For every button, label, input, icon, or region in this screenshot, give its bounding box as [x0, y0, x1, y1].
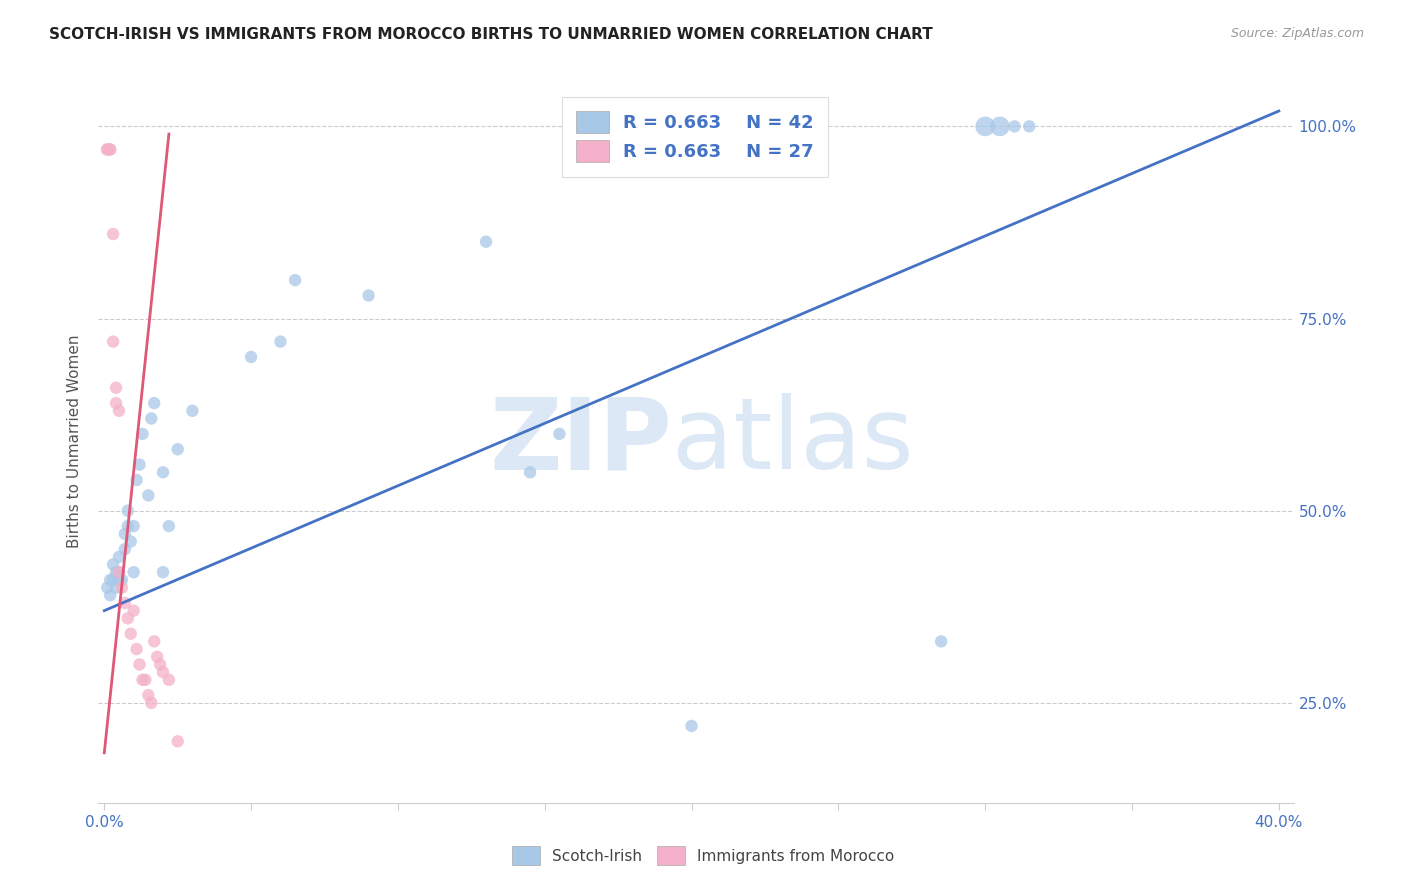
Point — [117, 504, 139, 518]
Point — [98, 573, 121, 587]
Point — [1018, 120, 1040, 134]
Point — [117, 519, 139, 533]
Point — [105, 396, 128, 410]
Point — [108, 573, 131, 587]
Point — [108, 404, 131, 418]
Legend: Scotch-Irish, Immigrants from Morocco: Scotch-Irish, Immigrants from Morocco — [506, 840, 900, 871]
Point — [1004, 120, 1026, 134]
Point — [548, 426, 571, 441]
Point — [357, 288, 380, 302]
Point — [120, 534, 142, 549]
Y-axis label: Births to Unmarried Women: Births to Unmarried Women — [67, 334, 83, 549]
Point — [96, 143, 118, 157]
Text: SCOTCH-IRISH VS IMMIGRANTS FROM MOROCCO BIRTHS TO UNMARRIED WOMEN CORRELATION CH: SCOTCH-IRISH VS IMMIGRANTS FROM MOROCCO … — [49, 27, 934, 42]
Point — [143, 634, 166, 648]
Point — [125, 642, 148, 657]
Point — [101, 334, 124, 349]
Point — [138, 488, 160, 502]
Point — [108, 565, 131, 579]
Point — [101, 558, 124, 572]
Point — [131, 426, 153, 441]
Point — [105, 581, 128, 595]
Point — [111, 573, 134, 587]
Point — [157, 519, 180, 533]
Point — [105, 381, 128, 395]
Text: ZIP: ZIP — [489, 393, 672, 490]
Point — [114, 542, 136, 557]
Point — [111, 581, 134, 595]
Legend: R = 0.663    N = 42, R = 0.663    N = 27: R = 0.663 N = 42, R = 0.663 N = 27 — [561, 96, 828, 177]
Point — [181, 404, 204, 418]
Point — [122, 604, 145, 618]
Point — [152, 565, 174, 579]
Point — [152, 665, 174, 680]
Point — [108, 565, 131, 579]
Point — [681, 719, 703, 733]
Point — [101, 227, 124, 241]
Point — [141, 696, 163, 710]
Point — [143, 396, 166, 410]
Point — [122, 565, 145, 579]
Point — [131, 673, 153, 687]
Point — [141, 411, 163, 425]
Point — [166, 734, 188, 748]
Point — [519, 465, 541, 479]
Point — [166, 442, 188, 457]
Point — [122, 519, 145, 533]
Point — [96, 581, 118, 595]
Point — [240, 350, 263, 364]
Point — [284, 273, 307, 287]
Point — [114, 596, 136, 610]
Point — [146, 649, 169, 664]
Point — [120, 626, 142, 640]
Point — [108, 549, 131, 564]
Point — [96, 143, 118, 157]
Point — [128, 657, 150, 672]
Point — [128, 458, 150, 472]
Point — [98, 143, 121, 157]
Point — [114, 526, 136, 541]
Text: Source: ZipAtlas.com: Source: ZipAtlas.com — [1230, 27, 1364, 40]
Point — [269, 334, 291, 349]
Point — [101, 573, 124, 587]
Point — [117, 611, 139, 625]
Point — [988, 120, 1011, 134]
Point — [98, 143, 121, 157]
Point — [974, 120, 997, 134]
Point — [98, 588, 121, 602]
Point — [152, 465, 174, 479]
Point — [149, 657, 172, 672]
Point — [475, 235, 498, 249]
Point — [134, 673, 156, 687]
Text: atlas: atlas — [672, 393, 914, 490]
Point — [157, 673, 180, 687]
Point — [105, 565, 128, 579]
Point — [125, 473, 148, 487]
Point — [138, 688, 160, 702]
Point — [929, 634, 952, 648]
